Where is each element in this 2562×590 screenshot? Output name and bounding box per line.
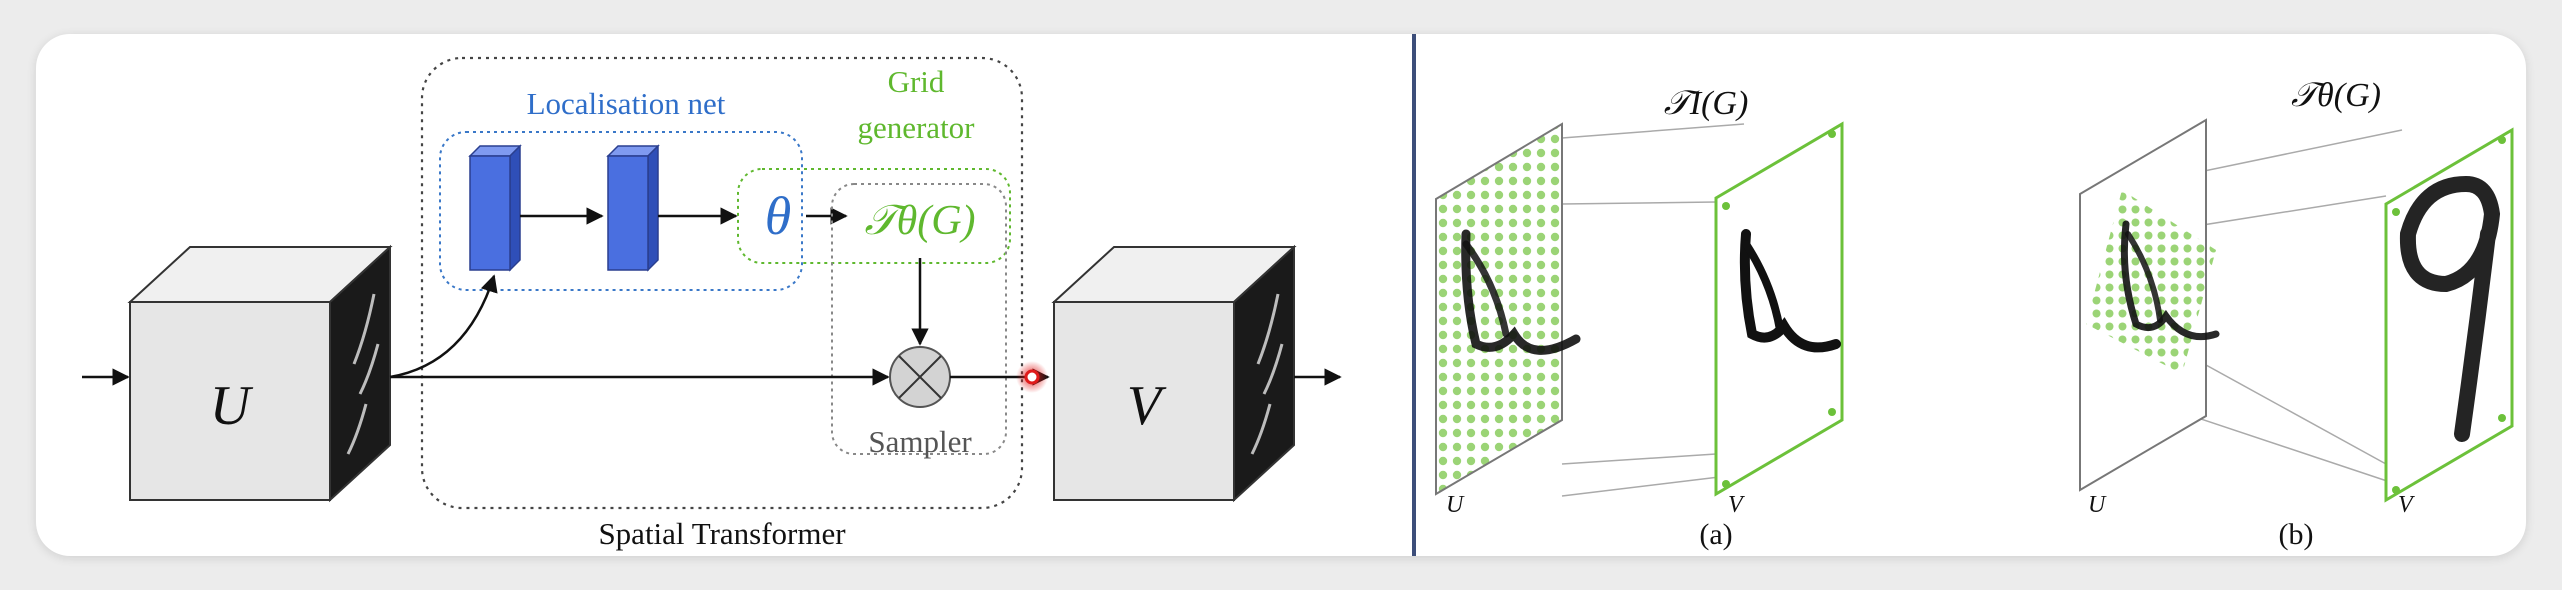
sampler-icon xyxy=(889,346,951,408)
caption-b: (b) xyxy=(2279,518,2314,551)
figure-card: U Localisation net Grid generator θ 𝒯θ(G… xyxy=(36,34,2526,556)
localisation-layer-1 xyxy=(468,144,522,272)
input-feature-map-u: U xyxy=(127,244,393,503)
output-label: V xyxy=(1127,375,1167,437)
localisation-net-label: Localisation net xyxy=(527,86,726,121)
panel-b-affine-transform: U V 𝒯θ(G) (b) xyxy=(2079,77,2514,551)
source-label-a: U xyxy=(1446,492,1465,518)
theta-symbol: θ xyxy=(765,186,792,246)
module-title: Spatial Transformer xyxy=(598,516,846,551)
architecture-diagram: U Localisation net Grid generator θ 𝒯θ(G… xyxy=(82,56,1342,551)
output-feature-map-v: V xyxy=(1051,244,1297,503)
transform-expression: 𝒯θ(G) xyxy=(864,198,975,244)
source-label-b: U xyxy=(2088,492,2107,518)
input-label: U xyxy=(210,375,254,437)
transform-label-b: 𝒯θ(G) xyxy=(2291,77,2381,114)
to-localisation-arrow xyxy=(389,274,498,379)
grid-generator-label-2: generator xyxy=(857,110,975,145)
transform-label-a: 𝒯I(G) xyxy=(1664,85,1749,122)
target-label-b: V xyxy=(2398,492,2415,518)
localisation-net-box xyxy=(439,131,803,291)
cursor-dot xyxy=(1024,369,1040,385)
panel-a-identity-transform: U V 𝒯I(G) (a) xyxy=(1435,85,1844,551)
sampler-box xyxy=(831,183,1007,455)
spatial-transformer-figure: U Localisation net Grid generator θ 𝒯θ(G… xyxy=(82,34,2514,556)
grid-generator-label-1: Grid xyxy=(888,64,945,99)
caption-a: (a) xyxy=(1699,518,1732,551)
target-label-a: V xyxy=(1728,492,1745,518)
sampler-label: Sampler xyxy=(868,424,972,459)
localisation-layer-2 xyxy=(606,144,660,272)
grid-generator-box xyxy=(737,168,1011,264)
